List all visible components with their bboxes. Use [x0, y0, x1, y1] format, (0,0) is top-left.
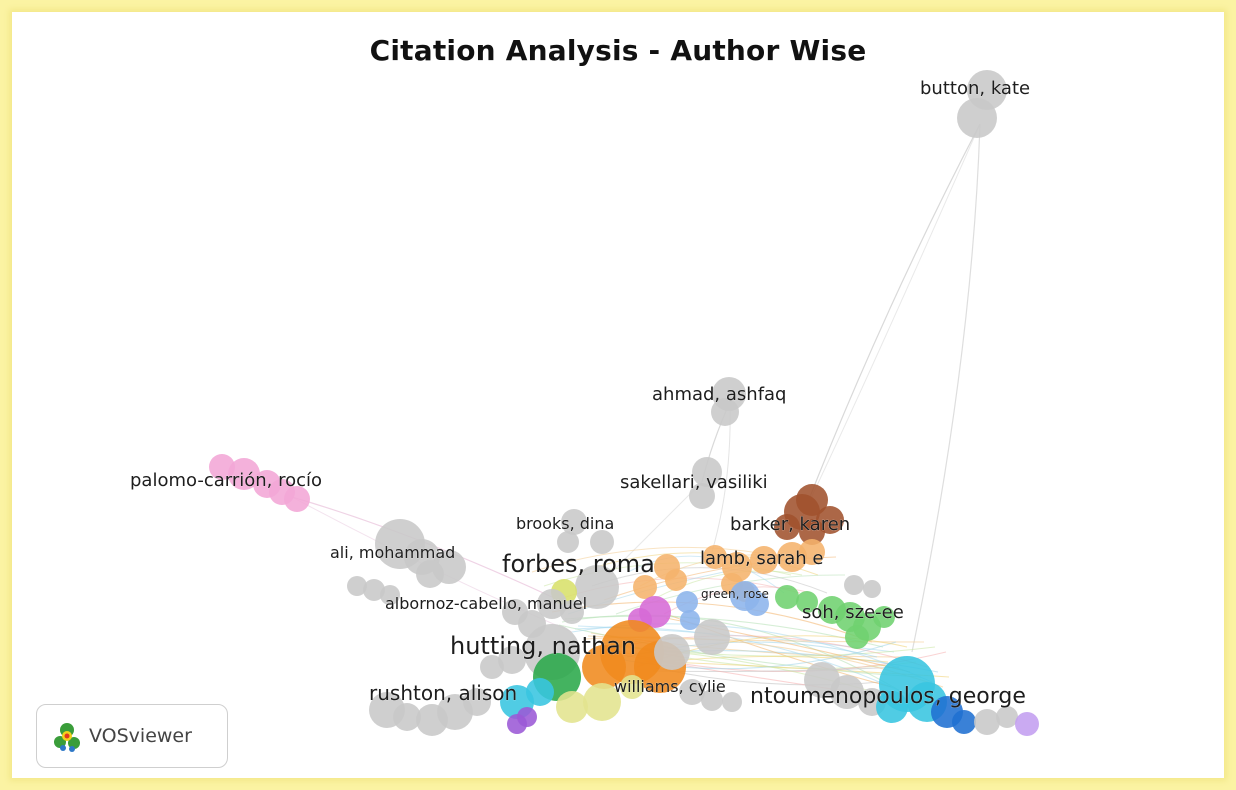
network-node[interactable] [830, 675, 864, 709]
network-node[interactable] [560, 600, 584, 624]
network-node[interactable] [363, 579, 385, 601]
network-node[interactable] [703, 545, 727, 569]
network-node[interactable] [952, 710, 976, 734]
badge-label: VOSviewer [89, 725, 192, 747]
network-node[interactable] [537, 589, 567, 619]
network-node[interactable] [750, 546, 778, 574]
network-node[interactable] [676, 591, 698, 613]
node-label-brooks-dina[interactable]: brooks, dina [516, 514, 615, 534]
network-link [801, 123, 981, 518]
node-layer [209, 70, 1039, 736]
network-node[interactable] [796, 591, 818, 613]
network-node[interactable] [745, 592, 769, 616]
network-node[interactable] [393, 703, 421, 731]
node-label-ali-mohammad[interactable]: ali, mohammad [330, 543, 456, 563]
network-node[interactable] [380, 585, 400, 605]
node-label-hutting-nathan[interactable]: hutting, nathan [450, 632, 637, 661]
node-label-ntoumenopoulos-george[interactable]: ntoumenopoulos, george [750, 684, 1026, 710]
network-node[interactable] [722, 692, 742, 712]
network-node[interactable] [480, 655, 504, 679]
node-label-forbes-roma[interactable]: forbes, roma [502, 550, 655, 579]
node-label-palomo-carrion-rocio[interactable]: palomo-carrión, rocío [130, 470, 323, 492]
network-node[interactable] [561, 509, 587, 535]
network-node[interactable] [620, 675, 644, 699]
network-node[interactable] [799, 519, 825, 545]
node-label-rushton-alison[interactable]: rushton, alison [369, 681, 518, 706]
network-node[interactable] [774, 514, 800, 540]
node-label-green-rose[interactable]: green, rose [701, 587, 770, 602]
network-link [911, 123, 981, 653]
label-layer: button, kate ahmad, ashfaq palomo-carrión,… [130, 78, 1031, 710]
network-node[interactable] [590, 530, 614, 554]
network-node[interactable] [996, 706, 1018, 728]
chart-title: Citation Analysis - Author Wise [369, 34, 867, 67]
network-node[interactable] [692, 457, 722, 487]
network-node[interactable] [873, 606, 895, 628]
network-node[interactable] [799, 539, 825, 565]
network-link [531, 546, 783, 573]
network-frame: button, kate ahmad, ashfaq palomo-carrión,… [12, 12, 1224, 778]
network-node[interactable] [775, 585, 799, 609]
network-node[interactable] [1015, 712, 1039, 736]
network-node[interactable] [228, 458, 260, 490]
node-label-soh-sze-ee[interactable]: soh, sze-ee [802, 602, 904, 624]
network-node[interactable] [575, 565, 619, 609]
network-node[interactable] [863, 580, 881, 598]
network-node[interactable] [498, 646, 526, 674]
vosviewer-logo-icon [54, 723, 80, 752]
network-link [591, 567, 828, 594]
network-node[interactable] [694, 619, 730, 655]
network-node[interactable] [844, 575, 864, 595]
network-node[interactable] [679, 679, 705, 705]
network-canvas[interactable]: button, kate ahmad, ashfaq palomo-carrión,… [12, 12, 1224, 778]
network-node[interactable] [711, 398, 739, 426]
network-link [803, 123, 981, 513]
network-node[interactable] [974, 709, 1000, 735]
network-node[interactable] [583, 683, 621, 721]
network-node[interactable] [665, 569, 687, 591]
network-node[interactable] [556, 691, 588, 723]
network-node[interactable] [416, 560, 444, 588]
network-node[interactable] [582, 645, 626, 689]
network-node[interactable] [680, 610, 700, 630]
vosviewer-badge[interactable]: VOSviewer [36, 704, 228, 768]
network-node[interactable] [284, 486, 310, 512]
network-node[interactable] [654, 634, 690, 670]
node-label-ahmad-ashfaq[interactable]: ahmad, ashfaq [652, 384, 787, 406]
node-label-barker-karen[interactable]: barker, karen [730, 514, 851, 536]
node-label-albornoz-cabello-manuel[interactable]: albornoz-cabello, manuel [385, 594, 588, 614]
network-node[interactable] [876, 691, 908, 723]
network-node[interactable] [701, 689, 723, 711]
network-node[interactable] [507, 714, 527, 734]
node-label-williams-cylie[interactable]: williams, cylie [614, 677, 726, 697]
network-node[interactable] [957, 98, 997, 138]
node-label-lamb-sarah-e[interactable]: lamb, sarah e [700, 548, 824, 570]
network-node[interactable] [689, 483, 715, 509]
network-node[interactable] [845, 625, 869, 649]
network-node[interactable] [347, 576, 367, 596]
network-node[interactable] [557, 531, 579, 553]
network-node[interactable] [463, 688, 491, 716]
node-label-sakellari-vasiliki[interactable]: sakellari, vasiliki [620, 472, 768, 494]
network-node[interactable] [633, 575, 657, 599]
node-label-button-kate[interactable]: button, kate [920, 78, 1031, 100]
